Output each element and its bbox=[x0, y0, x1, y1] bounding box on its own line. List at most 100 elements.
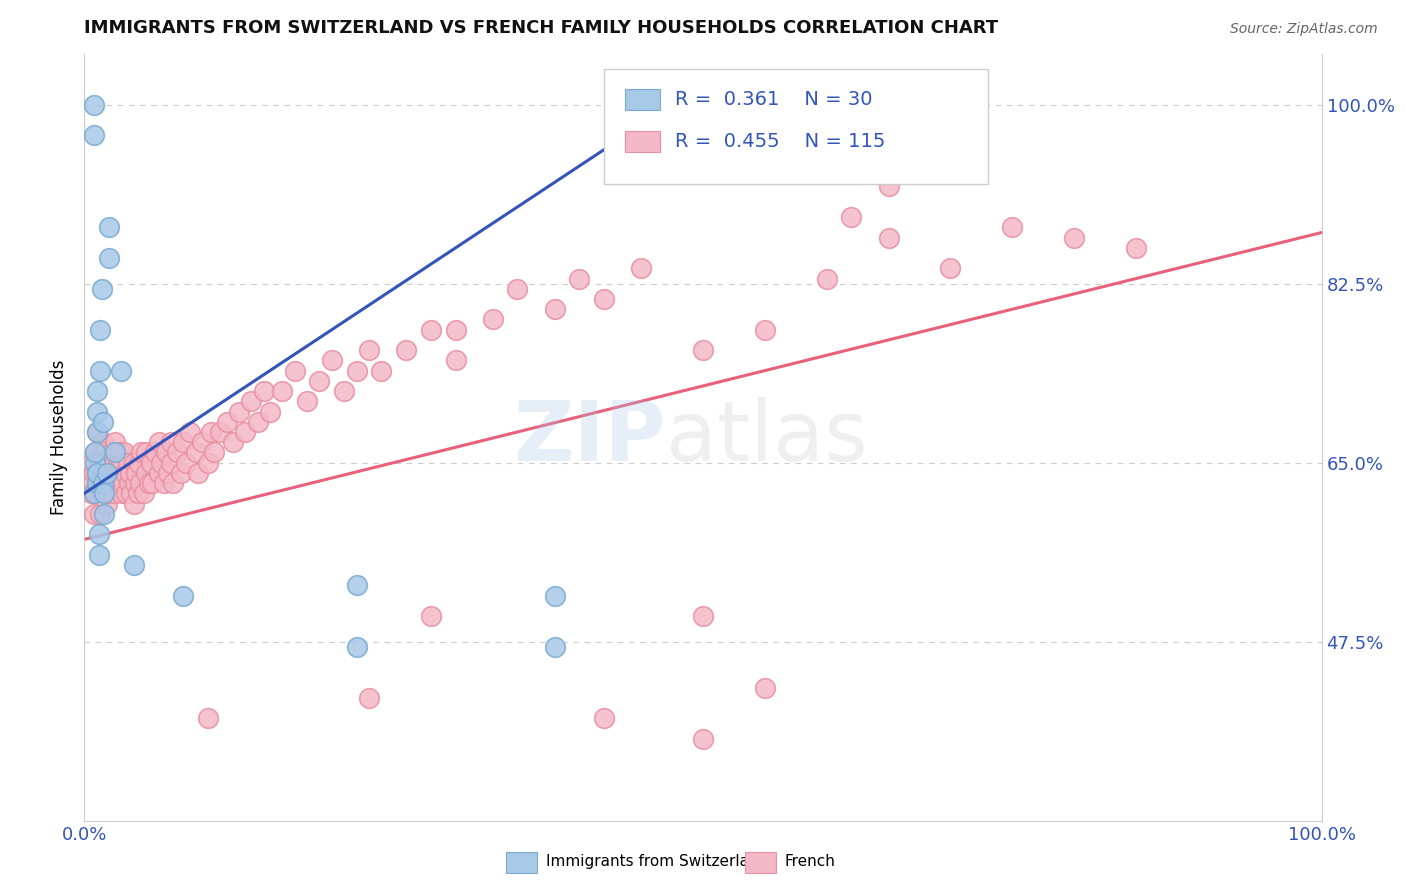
Point bbox=[96, 466, 118, 480]
Point bbox=[103, 456, 125, 470]
Point bbox=[83, 507, 105, 521]
Point bbox=[157, 466, 180, 480]
Point bbox=[209, 425, 232, 439]
Point bbox=[506, 282, 529, 296]
Point bbox=[174, 456, 197, 470]
Point bbox=[135, 445, 157, 459]
Point bbox=[346, 640, 368, 654]
Point bbox=[98, 456, 121, 470]
Point bbox=[108, 476, 131, 491]
Point bbox=[170, 466, 193, 480]
Point bbox=[84, 456, 107, 470]
Point bbox=[101, 486, 124, 500]
Text: IMMIGRANTS FROM SWITZERLAND VS FRENCH FAMILY HOUSEHOLDS CORRELATION CHART: IMMIGRANTS FROM SWITZERLAND VS FRENCH FA… bbox=[84, 19, 998, 37]
Point bbox=[200, 425, 222, 439]
Point bbox=[120, 466, 142, 480]
Point bbox=[593, 292, 616, 306]
Point bbox=[187, 466, 209, 480]
Point bbox=[96, 497, 118, 511]
Point bbox=[308, 374, 330, 388]
Point bbox=[233, 425, 256, 439]
Text: French: French bbox=[785, 855, 835, 869]
Point bbox=[98, 486, 121, 500]
Point bbox=[692, 731, 714, 746]
Point bbox=[89, 476, 111, 491]
Point bbox=[172, 589, 194, 603]
Point bbox=[444, 353, 467, 368]
Point bbox=[346, 578, 368, 592]
Text: R =  0.361    N = 30: R = 0.361 N = 30 bbox=[675, 90, 872, 109]
Point bbox=[228, 404, 250, 418]
Point bbox=[90, 486, 112, 500]
Point bbox=[111, 476, 134, 491]
Point bbox=[1001, 220, 1024, 235]
Text: R =  0.455    N = 115: R = 0.455 N = 115 bbox=[675, 132, 884, 152]
Point bbox=[96, 456, 118, 470]
Point bbox=[197, 456, 219, 470]
Point bbox=[86, 425, 108, 439]
Point bbox=[148, 466, 170, 480]
Point bbox=[815, 271, 838, 285]
Point bbox=[128, 456, 150, 470]
Point bbox=[83, 97, 105, 112]
Point bbox=[98, 220, 121, 235]
Point bbox=[89, 507, 111, 521]
Point bbox=[89, 456, 111, 470]
Point bbox=[110, 456, 132, 470]
Point bbox=[135, 466, 157, 480]
Point bbox=[1063, 230, 1085, 244]
Point bbox=[333, 384, 356, 398]
Point bbox=[105, 466, 128, 480]
Point bbox=[104, 476, 127, 491]
Point bbox=[98, 476, 121, 491]
Point bbox=[191, 435, 214, 450]
Point bbox=[166, 445, 188, 459]
Point bbox=[152, 476, 174, 491]
Point bbox=[118, 476, 141, 491]
Point bbox=[1125, 241, 1147, 255]
Point bbox=[841, 210, 863, 224]
Point bbox=[481, 312, 503, 326]
Point bbox=[370, 363, 392, 377]
Point bbox=[271, 384, 294, 398]
Point bbox=[110, 445, 132, 459]
Point bbox=[79, 486, 101, 500]
Point bbox=[110, 486, 132, 500]
Point bbox=[86, 425, 108, 439]
Point bbox=[939, 149, 962, 163]
Point bbox=[91, 435, 114, 450]
Point bbox=[138, 476, 160, 491]
Point bbox=[593, 711, 616, 725]
Point bbox=[630, 261, 652, 276]
Point bbox=[419, 609, 441, 624]
Point bbox=[568, 271, 591, 285]
Text: ZIP: ZIP bbox=[513, 397, 666, 477]
Point bbox=[89, 323, 111, 337]
Point bbox=[93, 456, 115, 470]
Y-axis label: Family Households: Family Households bbox=[51, 359, 69, 515]
Point bbox=[98, 251, 121, 265]
Point bbox=[246, 415, 269, 429]
Point bbox=[89, 476, 111, 491]
Point bbox=[160, 456, 183, 470]
Point bbox=[253, 384, 276, 398]
Point bbox=[91, 466, 114, 480]
Point bbox=[419, 323, 441, 337]
Point bbox=[141, 476, 163, 491]
Point bbox=[877, 230, 900, 244]
Text: Immigrants from Switzerland: Immigrants from Switzerland bbox=[546, 855, 768, 869]
Point bbox=[104, 435, 127, 450]
Point bbox=[107, 456, 129, 470]
Point bbox=[222, 435, 245, 450]
Point bbox=[939, 261, 962, 276]
Point bbox=[543, 302, 565, 317]
Point bbox=[93, 486, 115, 500]
Point bbox=[80, 456, 103, 470]
Point bbox=[155, 445, 177, 459]
Point bbox=[86, 404, 108, 418]
Point bbox=[115, 486, 138, 500]
Point bbox=[321, 353, 343, 368]
Point bbox=[122, 497, 145, 511]
Point bbox=[543, 640, 565, 654]
Point bbox=[86, 466, 108, 480]
